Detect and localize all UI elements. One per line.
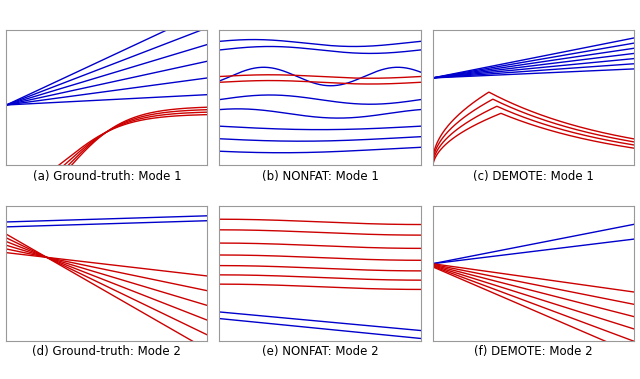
X-axis label: (a) Ground-truth: Mode 1: (a) Ground-truth: Mode 1 — [33, 170, 181, 183]
X-axis label: (e) NONFAT: Mode 2: (e) NONFAT: Mode 2 — [262, 345, 378, 358]
X-axis label: (b) NONFAT: Mode 1: (b) NONFAT: Mode 1 — [262, 170, 378, 183]
X-axis label: (f) DEMOTE: Mode 2: (f) DEMOTE: Mode 2 — [474, 345, 593, 358]
X-axis label: (d) Ground-truth: Mode 2: (d) Ground-truth: Mode 2 — [33, 345, 181, 358]
X-axis label: (c) DEMOTE: Mode 1: (c) DEMOTE: Mode 1 — [473, 170, 593, 183]
